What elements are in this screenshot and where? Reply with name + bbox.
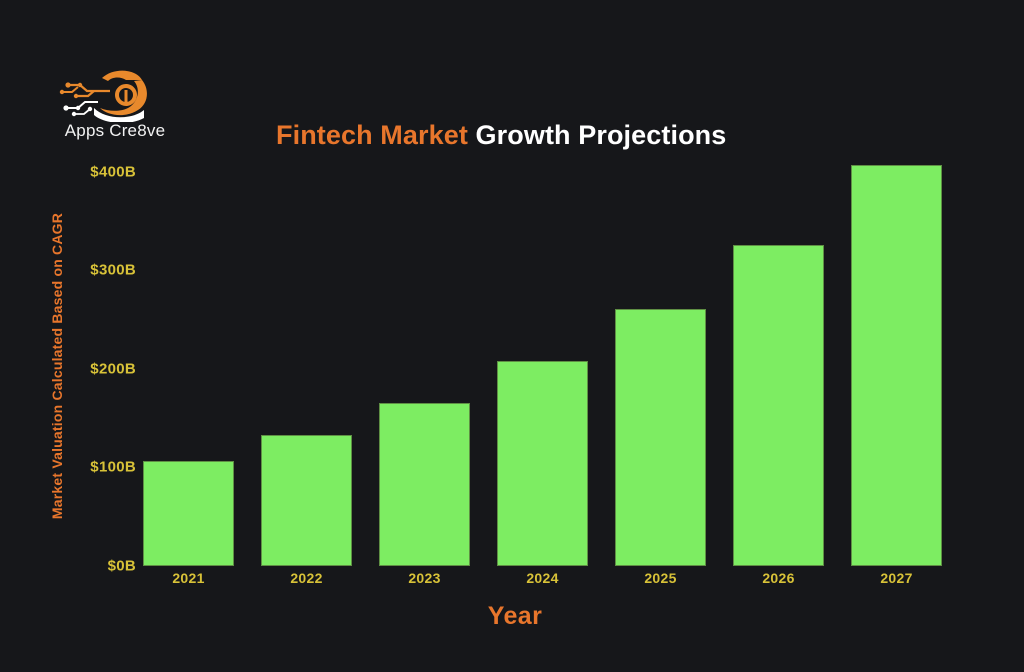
x-tick-label: 2023 [408, 570, 441, 586]
bar-2023[interactable] [379, 403, 470, 566]
bar-2025[interactable] [615, 308, 706, 566]
y-tick-label: $300B [90, 261, 136, 279]
y-tick-label: $400B [90, 163, 136, 181]
x-axis-ticks: 2021 2022 2023 2024 2025 2026 2027 [143, 570, 953, 594]
title-plain: Growth Projections [467, 120, 727, 150]
x-axis-title: Year [487, 602, 543, 630]
x-tick-label: 2026 [762, 570, 795, 586]
bar-2021[interactable] [143, 460, 234, 566]
y-axis-ticks: $0B $100B $200B $300B $400B [0, 160, 136, 574]
x-tick-label: 2025 [644, 570, 677, 586]
brand-logo: Apps Cre8ve [52, 68, 178, 146]
plot-area [143, 160, 953, 566]
page-title: Fintech Market Growth Projections [276, 120, 726, 151]
x-tick-label: 2024 [526, 570, 559, 586]
x-tick-label: 2021 [172, 570, 205, 586]
y-tick-label: $0B [107, 557, 136, 575]
circuit-swirl-logo-icon [58, 68, 170, 124]
y-tick-label: $200B [90, 360, 136, 378]
x-tick-label: 2022 [290, 570, 323, 586]
bar-2027[interactable] [851, 164, 942, 566]
bar-2024[interactable] [497, 361, 588, 566]
x-tick-label: 2027 [880, 570, 913, 586]
bar-2022[interactable] [261, 434, 352, 566]
brand-name: Apps Cre8ve [64, 121, 166, 140]
y-tick-label: $100B [90, 458, 136, 476]
bar-2026[interactable] [733, 244, 824, 566]
title-accent: Fintech Market [276, 120, 468, 150]
